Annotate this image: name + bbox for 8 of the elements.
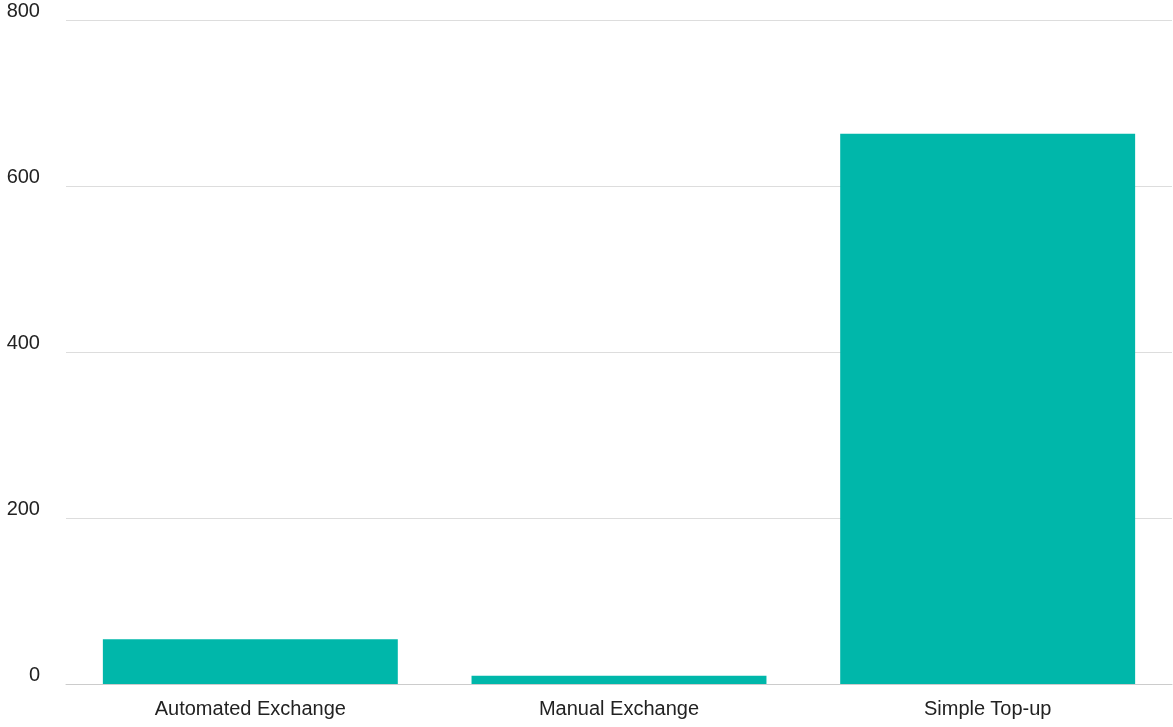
x-tick-label: Automated Exchange — [154, 697, 346, 719]
y-tick-label: 800 — [6, 0, 40, 21]
y-tick-label: 200 — [6, 497, 40, 519]
x-tick-label: Manual Exchange — [538, 697, 700, 719]
y-tick-label: 600 — [6, 165, 40, 187]
x-tick-label: Simple Top-up — [923, 697, 1052, 719]
y-tick-label: 400 — [6, 331, 40, 353]
y-tick-label: 0 — [28, 663, 40, 685]
